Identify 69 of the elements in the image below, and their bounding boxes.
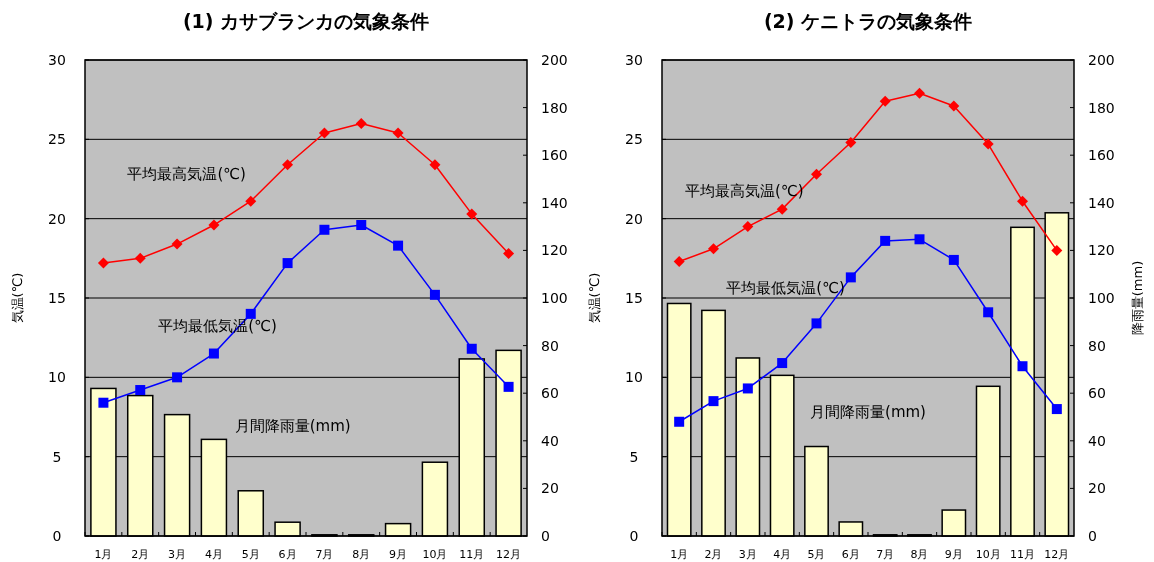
x-tick-label: 5月 xyxy=(241,548,260,561)
chart-title: (1) カサブランカの気象条件 xyxy=(182,10,430,32)
x-tick-label: 9月 xyxy=(944,548,963,561)
y2-tick-label: 80 xyxy=(541,337,559,354)
x-tick-label: 4月 xyxy=(204,548,223,561)
y2-tick-label: 60 xyxy=(541,385,559,402)
y2-tick-label: 60 xyxy=(1088,385,1106,402)
y-axis-title: 気温(℃) xyxy=(10,272,25,324)
y-tick-label: 5 xyxy=(52,448,62,465)
x-tick-label: 4月 xyxy=(773,548,792,561)
y-tick-label: 10 xyxy=(48,369,66,386)
y2-tick-label: 200 xyxy=(541,52,568,68)
y-tick-label: 25 xyxy=(48,131,66,148)
series-label: 平均最高気温(℃) xyxy=(127,165,246,183)
x-tick-label: 8月 xyxy=(352,548,371,561)
x-tick-label: 1月 xyxy=(670,548,689,561)
y-tick-label: 0 xyxy=(52,528,62,544)
x-tick-label: 6月 xyxy=(841,548,860,561)
x-tick-label: 5月 xyxy=(807,548,826,561)
x-tick-label: 2月 xyxy=(131,548,150,561)
chart-title: (2) ケニトラの気象条件 xyxy=(763,10,973,32)
x-tick-label: 1月 xyxy=(94,548,113,561)
y2-tick-label: 180 xyxy=(541,99,568,116)
y-tick-label: 15 xyxy=(48,290,66,306)
x-tick-label: 10月 xyxy=(422,548,448,561)
y2-tick-label: 40 xyxy=(1088,432,1106,449)
y-tick-label: 0 xyxy=(629,528,639,544)
y-tick-label: 30 xyxy=(48,52,66,68)
y2-tick-label: 120 xyxy=(541,242,568,259)
x-tick-label: 8月 xyxy=(910,548,929,561)
y2-tick-label: 100 xyxy=(541,290,568,306)
y2-tick-label: 20 xyxy=(541,480,559,497)
y-tick-label: 10 xyxy=(625,369,643,386)
y-axis-title: 気温(℃) xyxy=(587,272,602,324)
y2-tick-label: 40 xyxy=(541,432,559,449)
y2-tick-label: 0 xyxy=(1088,528,1097,544)
y-tick-label: 20 xyxy=(625,210,643,227)
y2-tick-label: 80 xyxy=(1088,337,1106,354)
series-label: 月間降雨量(mm) xyxy=(234,417,351,436)
y2-tick-label: 180 xyxy=(1088,99,1115,116)
x-tick-label: 3月 xyxy=(738,548,757,561)
x-tick-label: 11月 xyxy=(1010,548,1035,561)
x-tick-label: 12月 xyxy=(496,548,522,561)
y2-tick-label: 160 xyxy=(1088,147,1115,164)
x-tick-label: 10月 xyxy=(975,548,1001,561)
x-tick-label: 7月 xyxy=(876,548,895,561)
y2-tick-label: 200 xyxy=(1088,52,1115,68)
y2-tick-label: 100 xyxy=(1088,290,1115,306)
y-tick-label: 5 xyxy=(629,448,639,465)
x-tick-label: 12月 xyxy=(1044,548,1070,561)
y2-tick-label: 0 xyxy=(541,528,550,544)
y-tick-label: 15 xyxy=(625,290,643,306)
x-tick-label: 3月 xyxy=(168,548,187,561)
y2-axis-title: 降雨量(mm) xyxy=(1130,260,1145,336)
x-tick-label: 2月 xyxy=(704,548,723,561)
x-tick-label: 6月 xyxy=(278,548,297,561)
y2-tick-label: 140 xyxy=(1088,194,1115,211)
x-tick-label: 11月 xyxy=(459,548,485,561)
series-label: 月間降雨量(mm) xyxy=(810,403,926,421)
y2-tick-label: 140 xyxy=(541,194,568,211)
y-tick-label: 20 xyxy=(48,210,66,227)
series-label: 平均最低気温(℃) xyxy=(726,279,845,298)
y2-tick-label: 160 xyxy=(541,147,568,164)
y-tick-label: 25 xyxy=(625,131,643,148)
y-tick-label: 30 xyxy=(625,52,643,68)
y2-tick-label: 120 xyxy=(1088,242,1115,259)
x-tick-label: 9月 xyxy=(389,548,408,561)
x-tick-label: 7月 xyxy=(315,548,334,561)
y2-tick-label: 20 xyxy=(1088,480,1106,497)
